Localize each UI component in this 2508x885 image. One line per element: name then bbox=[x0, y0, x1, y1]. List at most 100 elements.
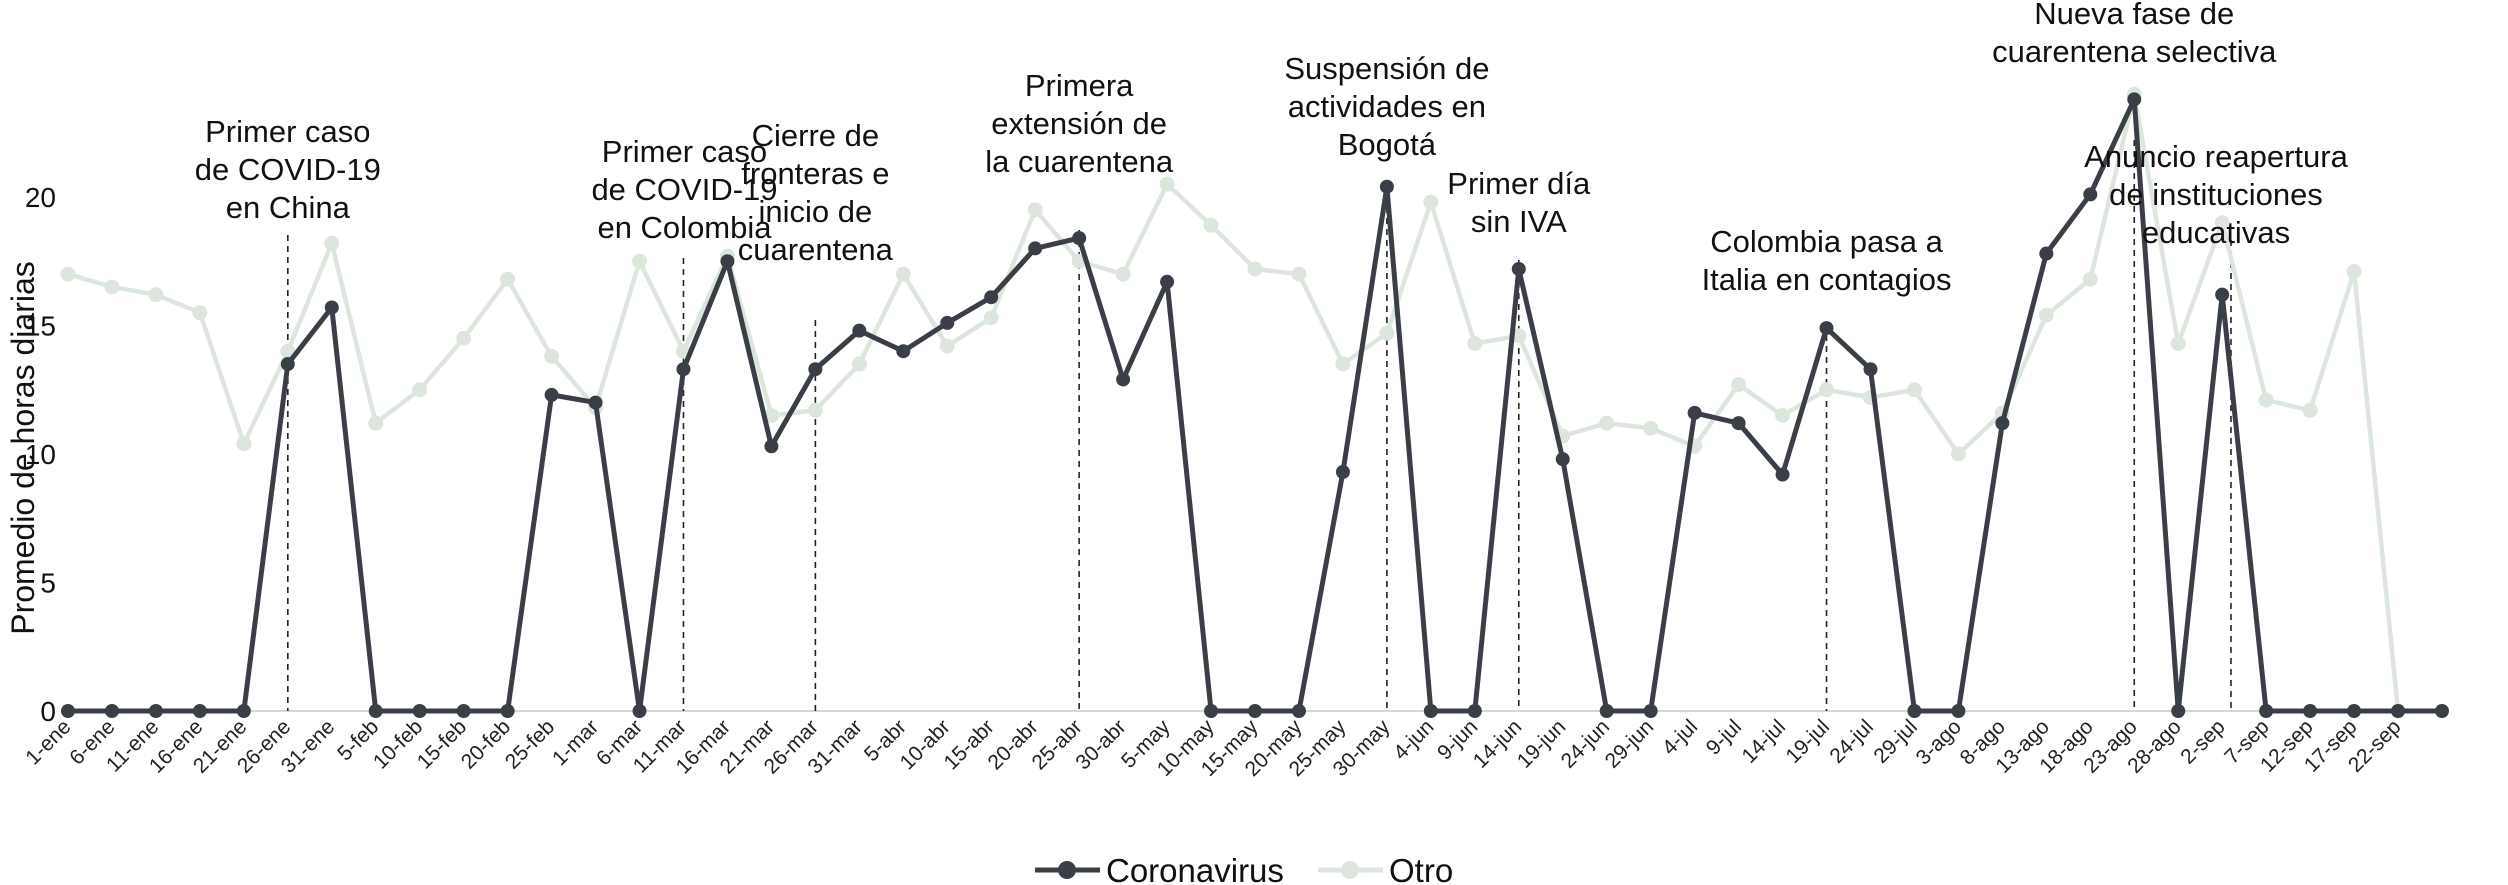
data-point bbox=[1248, 704, 1262, 718]
data-point bbox=[676, 362, 691, 377]
x-tick-label: 14-jul bbox=[1738, 715, 1791, 768]
data-point bbox=[1115, 266, 1131, 282]
data-point bbox=[720, 254, 735, 269]
data-point bbox=[1335, 464, 1350, 479]
x-tick-label: 1-mar bbox=[548, 715, 603, 770]
series-line bbox=[67, 91, 2401, 712]
annotation-lines bbox=[287, 140, 2232, 711]
data-point bbox=[807, 402, 823, 418]
data-point bbox=[2082, 271, 2098, 287]
data-point bbox=[61, 704, 75, 718]
series-otro bbox=[60, 86, 2406, 719]
data-point bbox=[148, 704, 163, 718]
data-point bbox=[895, 266, 911, 282]
data-point bbox=[456, 704, 471, 718]
annotation-label: Nueva fase de cuarentena selectiva bbox=[1992, 0, 2277, 69]
data-point bbox=[1863, 362, 1878, 377]
x-tick-label: 30-abr bbox=[1071, 715, 1130, 774]
data-point bbox=[2170, 335, 2186, 351]
legend-item-otro[interactable]: Otro bbox=[1318, 852, 1453, 885]
data-point bbox=[763, 407, 779, 423]
legend: Coronavirus Otro bbox=[1035, 852, 1453, 885]
data-point bbox=[2347, 704, 2362, 718]
data-point bbox=[280, 357, 295, 372]
data-point bbox=[500, 704, 515, 718]
data-point bbox=[632, 253, 648, 269]
series-coronavirus bbox=[61, 92, 2449, 718]
data-point bbox=[104, 704, 119, 718]
data-point bbox=[280, 343, 296, 359]
legend-marker-coronavirus bbox=[1058, 861, 1076, 879]
data-point bbox=[1599, 415, 1615, 431]
x-tick-label: 15-feb bbox=[413, 715, 471, 773]
y-tick-label: 10 bbox=[25, 439, 56, 470]
data-point bbox=[236, 704, 251, 718]
data-point bbox=[1511, 261, 1526, 276]
data-point bbox=[983, 310, 999, 326]
data-point bbox=[808, 362, 823, 377]
data-point bbox=[1072, 231, 1087, 246]
data-point bbox=[2083, 187, 2098, 202]
data-point bbox=[368, 415, 384, 431]
data-point bbox=[192, 704, 207, 718]
data-point bbox=[1291, 266, 1307, 282]
data-point bbox=[1950, 446, 1966, 462]
data-point bbox=[324, 300, 339, 315]
data-point bbox=[2258, 392, 2274, 408]
data-point bbox=[324, 235, 340, 251]
x-tick-label: 19-jun bbox=[1513, 715, 1571, 773]
data-point bbox=[632, 704, 647, 718]
data-point bbox=[2214, 215, 2230, 231]
data-point bbox=[2127, 92, 2142, 107]
data-point bbox=[764, 439, 779, 454]
data-point bbox=[104, 279, 120, 295]
annotation-label: Primer caso de COVID-19 en Colombia bbox=[591, 134, 777, 245]
data-point bbox=[2215, 287, 2230, 302]
data-point bbox=[456, 330, 472, 346]
x-axis: 1-ene6-ene11-ene16-ene21-ene26-ene31-ene… bbox=[21, 710, 2442, 781]
data-point bbox=[1203, 217, 1219, 233]
data-point bbox=[1160, 274, 1175, 289]
data-point bbox=[2302, 402, 2318, 418]
y-tick-label: 15 bbox=[25, 311, 56, 342]
y-tick-label: 0 bbox=[40, 696, 56, 727]
annotation-label: Primer día sin IVA bbox=[1447, 166, 1591, 239]
annotation-label: Primera extensión de la cuarentena bbox=[985, 68, 1174, 179]
data-point bbox=[1379, 325, 1395, 341]
x-tick-label: 14-jun bbox=[1469, 715, 1527, 773]
data-point bbox=[939, 338, 955, 354]
data-point bbox=[2435, 704, 2449, 718]
data-point bbox=[1643, 420, 1659, 436]
data-point bbox=[852, 323, 867, 338]
data-point bbox=[60, 266, 76, 282]
data-point bbox=[236, 436, 252, 452]
x-tick-label: 3-ago bbox=[1912, 715, 1966, 769]
annotation-label: Colombia pasa a Italia en contagios bbox=[1702, 224, 1952, 297]
data-point bbox=[896, 344, 911, 359]
data-point bbox=[1907, 704, 1922, 718]
data-point bbox=[1643, 704, 1658, 718]
y-axis-title: Promedio de horas diarias bbox=[5, 261, 41, 635]
data-point bbox=[851, 356, 867, 372]
data-point bbox=[1775, 407, 1791, 423]
data-point bbox=[500, 271, 516, 287]
x-tick-label: 25-feb bbox=[501, 715, 559, 773]
data-point bbox=[1028, 241, 1043, 256]
legend-marker-otro bbox=[1341, 861, 1359, 879]
data-point bbox=[1819, 382, 1835, 398]
data-point bbox=[2171, 704, 2186, 718]
y-tick-label: 20 bbox=[25, 182, 56, 213]
legend-item-coronavirus[interactable]: Coronavirus bbox=[1035, 852, 1284, 885]
data-point bbox=[940, 315, 955, 330]
annotation-label: Anuncio reapertura de instituciones educat… bbox=[2084, 139, 2348, 250]
x-tick-label: 29-jul bbox=[1869, 715, 1922, 768]
annotation-label: Suspensión de actividades en Bogotá bbox=[1284, 51, 1489, 162]
x-tick-label: 24-jun bbox=[1557, 715, 1615, 773]
data-point bbox=[1731, 416, 1746, 431]
data-point bbox=[412, 704, 427, 718]
annotations: Primer caso de COVID-19 en China Primer cas… bbox=[195, 0, 2349, 297]
y-axis: 0 5 10 15 20 bbox=[25, 182, 56, 727]
x-tick-label: 20-feb bbox=[457, 715, 515, 773]
data-point bbox=[2303, 704, 2318, 718]
data-point bbox=[984, 290, 999, 305]
